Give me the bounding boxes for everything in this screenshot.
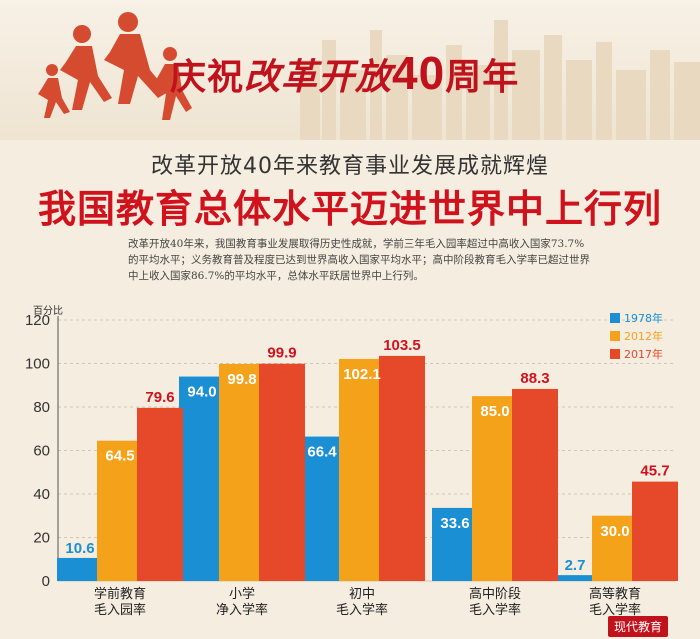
banner-title-part1: 庆祝 xyxy=(170,57,245,98)
y-tick-label: 20 xyxy=(33,530,50,547)
legend-label: 2012年 xyxy=(624,329,663,343)
watermark: 现代教育 xyxy=(608,616,669,637)
bar-2-0 xyxy=(137,407,183,581)
data-label: 79.6 xyxy=(145,389,174,406)
bar-1-1 xyxy=(219,363,265,581)
y-tick-label: 120 xyxy=(25,312,50,329)
legend-swatch xyxy=(610,313,620,323)
category-label: 毛入学率 xyxy=(469,602,521,618)
category-label: 净入学率 xyxy=(216,602,268,618)
bar-0-3 xyxy=(432,507,478,581)
bar-2-1 xyxy=(259,363,305,581)
bar-1-4 xyxy=(592,515,638,581)
banner: 庆祝改革开放40周年 xyxy=(0,0,700,140)
category-label: 初中 xyxy=(349,587,375,602)
legend-label: 1978年 xyxy=(624,311,663,325)
bar-0-0 xyxy=(57,557,103,581)
intro-paragraph: 改革开放40年来，我国教育事业发展取得历史性成就，学前三年毛入园率超过中高收入国… xyxy=(128,238,590,282)
y-tick-label: 60 xyxy=(33,443,50,460)
bar-0-2 xyxy=(299,436,345,581)
bar-1-3 xyxy=(472,396,518,581)
data-label: 10.6 xyxy=(65,540,94,557)
legend-label: 2017年 xyxy=(624,347,663,361)
category-label: 毛入学率 xyxy=(336,602,388,618)
data-label: 102.1 xyxy=(343,366,381,383)
category-label: 毛入学率 xyxy=(589,602,641,618)
data-label: 33.6 xyxy=(440,515,469,532)
y-axis-label: 百分比 xyxy=(33,306,63,317)
category-label: 小学 xyxy=(229,586,255,602)
data-label: 30.0 xyxy=(600,523,629,540)
bar-2-4 xyxy=(632,481,678,581)
category-label: 高中阶段 xyxy=(469,586,521,602)
legend-swatch xyxy=(610,349,620,359)
data-label: 66.4 xyxy=(307,444,337,461)
bar-2-3 xyxy=(512,388,558,581)
y-tick-label: 80 xyxy=(33,399,50,416)
banner-title-part3: 40 xyxy=(392,47,446,99)
data-label: 88.3 xyxy=(520,370,549,387)
subtitle: 改革开放40年来教育事业发展成就辉煌 xyxy=(151,154,549,179)
bar-0-1 xyxy=(179,376,225,581)
y-tick-label: 0 xyxy=(42,573,50,590)
data-label: 103.5 xyxy=(383,337,421,354)
y-tick-label: 40 xyxy=(33,486,50,503)
category-label: 学前教育 xyxy=(94,586,146,602)
bar-2-2 xyxy=(379,355,425,581)
legend-swatch xyxy=(610,331,620,341)
y-tick-label: 100 xyxy=(25,356,50,373)
data-label: 2.7 xyxy=(565,557,586,574)
main-title: 我国教育总体水平迈进世界中上行列 xyxy=(37,187,662,231)
data-label: 85.0 xyxy=(480,403,509,420)
bar-1-0 xyxy=(97,440,143,581)
bar-1-2 xyxy=(339,358,385,581)
skyline-illustration xyxy=(38,12,700,140)
category-label: 高等教育 xyxy=(589,586,641,602)
data-label: 45.7 xyxy=(640,463,669,480)
data-label: 99.9 xyxy=(267,345,296,362)
bar-0-4 xyxy=(552,575,598,581)
banner-title-part2: 改革开放 xyxy=(244,57,393,98)
data-label: 99.8 xyxy=(227,371,256,388)
data-label: 94.0 xyxy=(187,384,216,401)
data-label: 64.5 xyxy=(105,448,134,465)
banner-title-part4: 周年 xyxy=(445,57,520,98)
banner-title: 庆祝改革开放40周年 xyxy=(170,46,519,100)
category-label: 毛入园率 xyxy=(94,602,146,618)
